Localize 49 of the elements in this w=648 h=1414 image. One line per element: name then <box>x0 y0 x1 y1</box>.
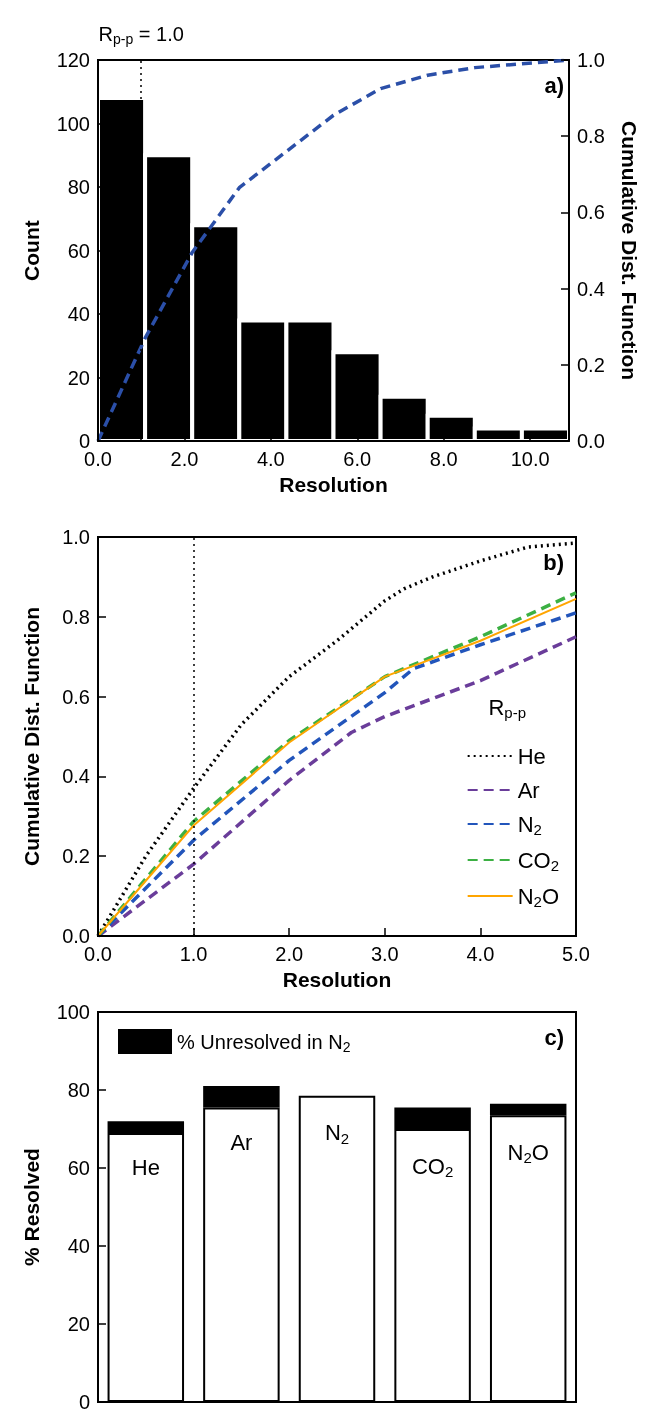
y-tick-label: 100 <box>56 112 90 135</box>
y2-axis-title: Cumulative Dist. Function <box>618 121 641 381</box>
x-tick-label: 5.0 <box>562 943 590 965</box>
y2-tick-label: 1.0 <box>577 49 605 71</box>
y2-tick-label: 0.6 <box>577 201 605 224</box>
y-tick-label: 80 <box>67 1079 90 1101</box>
x-tick-label: 10.0 <box>510 448 550 471</box>
x-axis-title: Resolution <box>282 967 392 991</box>
x-tick-label: 1.0 <box>179 943 208 965</box>
x-tick-label: 2.0 <box>170 448 199 471</box>
annotation: a) <box>544 72 564 98</box>
y2-tick-label: 0.2 <box>577 353 605 376</box>
y-tick-label: 40 <box>67 1235 90 1257</box>
category-label: He <box>131 1155 160 1181</box>
y-tick-label: 0.6 <box>62 685 90 708</box>
annotation: c) <box>544 1024 564 1050</box>
legend-label: Ar <box>517 777 540 803</box>
x-tick-label: 2.0 <box>275 943 304 965</box>
y-tick-label: 0.2 <box>62 845 90 868</box>
y-tick-label: 20 <box>67 366 90 389</box>
y-tick-label: 20 <box>67 1313 90 1335</box>
x-tick-label: 8.0 <box>429 448 458 471</box>
y-tick-label: 120 <box>56 49 90 71</box>
y-tick-label: 0.0 <box>62 925 90 947</box>
bar <box>298 1095 376 1402</box>
y-tick-label: 0 <box>78 1391 90 1413</box>
category-label: Ar <box>230 1130 253 1156</box>
y-axis-title: Cumulative Dist. Function <box>20 606 43 867</box>
y-axis-title: Count <box>20 220 43 281</box>
x-axis-title: Resolution <box>279 473 388 496</box>
y-tick-label: 100 <box>56 1001 90 1023</box>
y-axis-title: % Resolved <box>20 1148 43 1266</box>
y-tick-label: 0.4 <box>62 765 90 788</box>
y-tick-label: 0.8 <box>62 605 90 628</box>
legend-label: He <box>517 743 546 769</box>
x-tick-label: 6.0 <box>343 448 372 471</box>
y2-tick-label: 0.0 <box>577 430 605 453</box>
y-tick-label: 1.0 <box>62 526 90 548</box>
y-tick-label: 0 <box>78 430 90 453</box>
x-tick-label: 4.0 <box>466 943 495 965</box>
x-tick-label: 3.0 <box>370 943 399 965</box>
y2-tick-label: 0.4 <box>577 277 605 300</box>
annotation: b) <box>543 549 564 575</box>
y-tick-label: 80 <box>67 176 90 199</box>
y-tick-label: 40 <box>67 303 90 326</box>
y-tick-label: 60 <box>67 239 90 262</box>
y-tick-label: 60 <box>67 1157 90 1179</box>
x-tick-label: 4.0 <box>256 448 285 471</box>
y2-tick-label: 0.8 <box>577 125 605 148</box>
